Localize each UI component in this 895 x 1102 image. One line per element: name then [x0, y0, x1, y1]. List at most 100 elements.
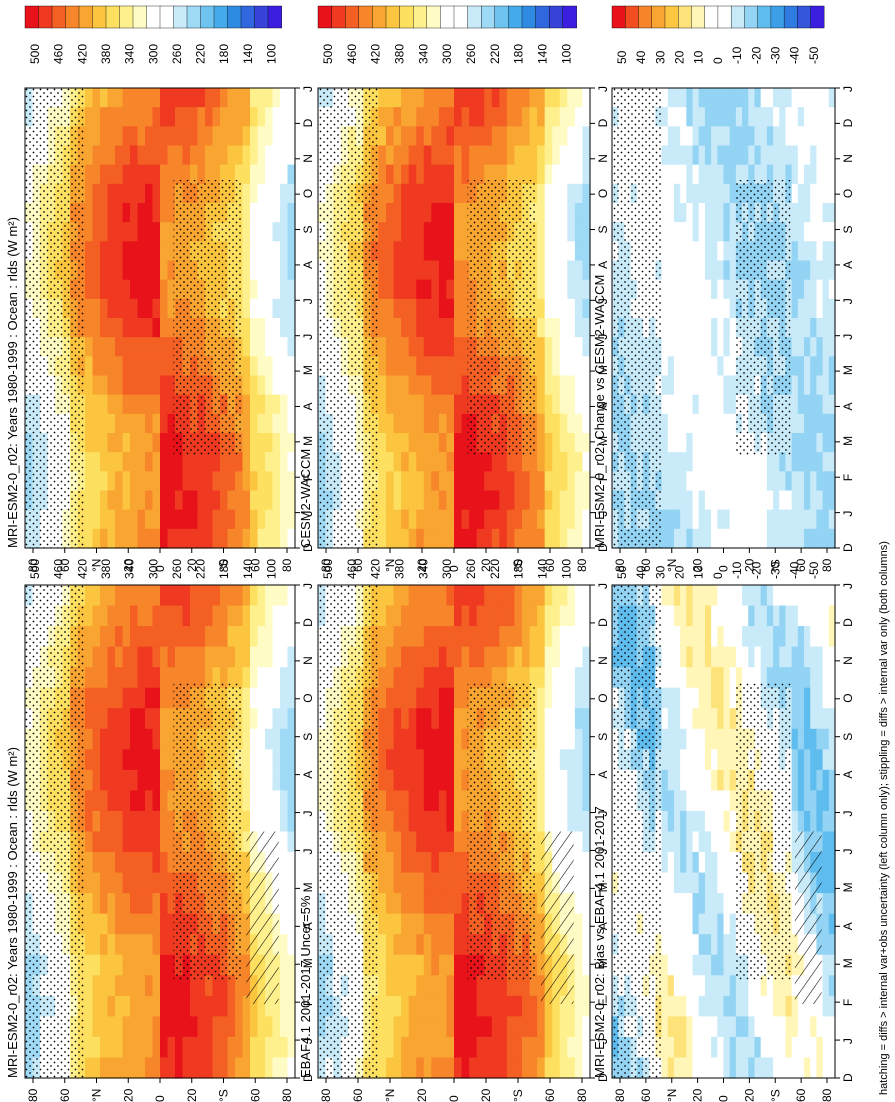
heat-cell: [567, 509, 576, 530]
colorbar-label: 500: [321, 44, 335, 64]
colorbar: 500 460 420 380 340 300 260 220 180 140 100: [24, 5, 283, 64]
heat-cell: [698, 810, 706, 833]
y-tick-label: 80: [319, 1088, 333, 1102]
heat-cell: [537, 337, 546, 357]
heat-cell: [692, 646, 700, 668]
heat-cell: [484, 145, 493, 166]
heat-cell: [438, 687, 448, 709]
heat-cell: [107, 356, 116, 377]
heat-cell: [378, 934, 387, 956]
heat-cell: [828, 1016, 836, 1038]
heat-cell: [661, 790, 669, 812]
heat-cell: [393, 337, 402, 357]
heat-cell: [378, 490, 387, 511]
heat-cell: [822, 708, 830, 730]
heat-cell: [287, 433, 296, 453]
heat-cell: [250, 126, 259, 147]
heat-cell: [686, 107, 694, 127]
heat-cell: [779, 1036, 787, 1059]
heat-cell: [522, 126, 531, 147]
heat-cell: [828, 810, 836, 833]
heat-cell: [529, 605, 538, 627]
heat-cell: [748, 605, 756, 627]
heat-cell: [242, 203, 251, 223]
heat-cell: [190, 126, 199, 147]
heat-cell: [122, 852, 131, 874]
heat-cell: [386, 749, 395, 771]
heat-cell: [122, 769, 131, 792]
heat-cell: [115, 337, 124, 357]
heat-cell: [160, 318, 169, 338]
x-tick-label: D: [301, 118, 315, 127]
heat-cell: [257, 337, 266, 357]
heat-cell: [680, 626, 687, 648]
heat-cell: [559, 769, 568, 792]
heat-cell: [698, 1036, 706, 1059]
panel-right-bottom: MRI-ESM2-0_r02: Change vs CESM2-WACCM DJF…: [592, 5, 855, 572]
heat-cell: [438, 490, 448, 511]
heat-cell: [828, 626, 836, 648]
heat-cell: [661, 831, 669, 853]
heat-cell: [491, 995, 500, 1017]
heat-cell: [145, 126, 154, 147]
heat-cell: [667, 749, 675, 771]
heat-cell: [175, 667, 184, 689]
heat-cell: [461, 1036, 470, 1059]
heat-cell: [257, 222, 266, 242]
heat-cell: [446, 222, 455, 242]
heat-cell: [446, 893, 455, 915]
heat-cell: [574, 241, 584, 262]
heat-cell: [552, 585, 561, 607]
heat-cell: [167, 585, 176, 607]
heat-cell: [137, 605, 146, 627]
heat-cell: [416, 107, 425, 127]
heat-cell: [416, 375, 425, 396]
colorbar-label: 260: [170, 44, 184, 64]
heat-cell: [729, 183, 737, 204]
heat-cell: [822, 1036, 830, 1059]
colorbar-label: -40: [788, 561, 802, 579]
heat-cell: [711, 749, 718, 771]
heat-cell: [438, 995, 448, 1017]
heat-cell: [661, 975, 669, 997]
heat-cell: [704, 995, 712, 1017]
heat-cell: [130, 585, 139, 607]
heat-cell: [423, 203, 432, 223]
colorbar-swatch: [254, 5, 269, 29]
heat-cell: [250, 490, 259, 511]
heat-cell: [822, 893, 830, 915]
heat-cell: [408, 528, 417, 549]
heat-cell: [574, 145, 584, 166]
heat-cell: [100, 145, 109, 166]
heat-cell: [567, 667, 576, 689]
heat-cell: [122, 749, 131, 771]
heat-cell: [408, 852, 417, 874]
heat-cell: [438, 975, 448, 997]
heat-cell: [723, 872, 731, 894]
heat-cell: [673, 687, 681, 709]
heat-cell: [423, 183, 432, 204]
colorbar-label: 420: [369, 559, 383, 579]
heat-cell: [145, 164, 154, 185]
heat-cell: [107, 626, 116, 648]
heat-cell: [167, 749, 176, 771]
heat-cell: [287, 1016, 296, 1038]
heat-cell: [393, 375, 402, 396]
heat-cell: [537, 1036, 546, 1059]
heat-cell: [265, 375, 274, 396]
heat-cell: [454, 145, 463, 166]
heat-cell: [137, 164, 146, 185]
heat-cell: [107, 279, 116, 300]
heat-cell: [717, 126, 725, 147]
heat-cell: [810, 749, 818, 771]
heat-cell: [661, 1036, 669, 1059]
heat-cell: [378, 626, 387, 648]
heat-cell: [416, 337, 425, 357]
heat-cell: [423, 934, 432, 956]
heat-cell: [393, 708, 402, 730]
heat-cell: [167, 831, 176, 853]
heat-cell: [582, 954, 591, 976]
colorbar-swatch: [92, 5, 107, 29]
heat-cell: [145, 203, 154, 223]
heat-cell: [698, 975, 706, 997]
